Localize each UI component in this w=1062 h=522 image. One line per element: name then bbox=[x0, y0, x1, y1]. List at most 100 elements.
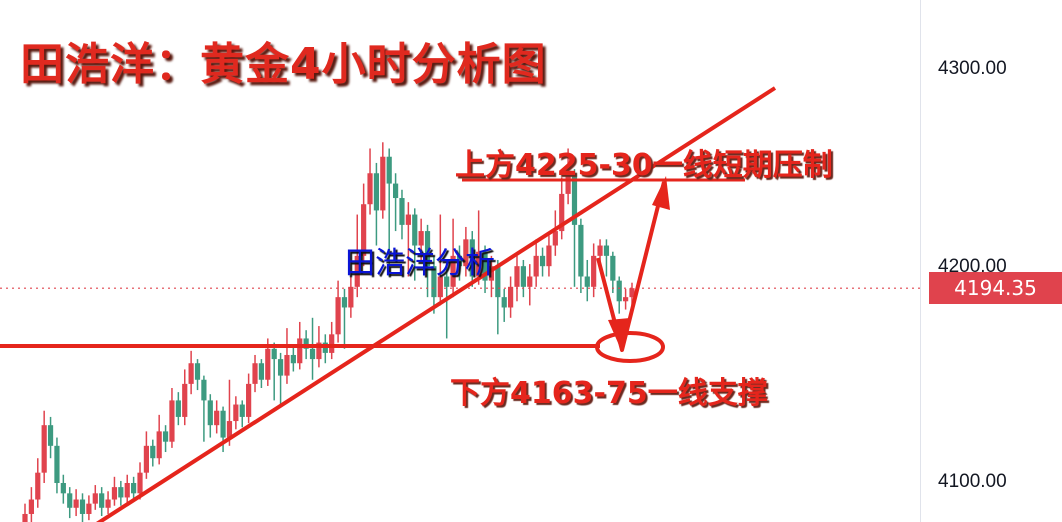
candle-body bbox=[367, 173, 373, 205]
y-tick-label: 4300.00 bbox=[938, 58, 1007, 79]
candle-body bbox=[182, 383, 188, 417]
candle-body bbox=[373, 173, 380, 211]
candle-body bbox=[552, 231, 558, 246]
candle-body bbox=[41, 425, 47, 473]
candle-body bbox=[456, 255, 463, 267]
candle-body bbox=[380, 156, 386, 211]
candle-body bbox=[207, 400, 213, 426]
candle-body bbox=[546, 245, 552, 267]
arrow-head-up bbox=[652, 176, 670, 210]
candle-body bbox=[623, 297, 629, 302]
price-axis-border bbox=[920, 0, 921, 522]
candle-body bbox=[335, 297, 341, 335]
chart-title: 田浩洋：黄金4小时分析图 bbox=[20, 39, 547, 90]
candle-body bbox=[137, 472, 143, 494]
candle-body bbox=[284, 354, 290, 376]
candle-body bbox=[118, 487, 124, 498]
candle-body bbox=[578, 224, 584, 277]
candle-body bbox=[47, 425, 54, 446]
candle-body bbox=[316, 342, 322, 360]
candle-body bbox=[297, 338, 303, 364]
candle-body bbox=[597, 245, 603, 256]
candle-body bbox=[201, 379, 207, 401]
candle-body bbox=[329, 334, 335, 353]
candle-body bbox=[508, 286, 514, 308]
candle-body bbox=[463, 239, 469, 267]
candle-body bbox=[124, 483, 130, 498]
candle-body bbox=[73, 499, 79, 508]
candle-body bbox=[437, 276, 443, 298]
candle-body bbox=[22, 513, 28, 522]
candle-body bbox=[258, 363, 265, 380]
candle-body bbox=[150, 445, 156, 459]
trend-line bbox=[95, 86, 777, 522]
support-circle bbox=[595, 331, 665, 363]
candle-body bbox=[559, 193, 565, 232]
candle-body bbox=[520, 266, 526, 287]
brand-annotation: 田浩洋分析 bbox=[345, 246, 495, 281]
candle-body bbox=[233, 404, 239, 422]
candle-body bbox=[488, 266, 495, 281]
y-tick-label: 4200.00 bbox=[938, 256, 1007, 277]
candle-body bbox=[156, 431, 162, 459]
candle-body bbox=[431, 266, 437, 298]
y-tick-label: 4100.00 bbox=[938, 471, 1007, 492]
candle-body bbox=[246, 383, 252, 417]
candle-body bbox=[399, 198, 405, 225]
candle-body bbox=[386, 156, 392, 184]
candle-body bbox=[92, 493, 98, 504]
candle-body bbox=[99, 493, 105, 508]
candle-body bbox=[424, 231, 431, 267]
candle-body bbox=[226, 421, 233, 438]
candle-body bbox=[571, 173, 578, 225]
candle-body bbox=[354, 255, 360, 287]
candle-body bbox=[392, 183, 399, 199]
candle-body bbox=[86, 503, 92, 514]
candle-body bbox=[175, 400, 181, 417]
candle-body bbox=[341, 297, 348, 308]
candle-body bbox=[79, 499, 86, 514]
candle-body bbox=[265, 348, 271, 380]
candle-body bbox=[501, 297, 507, 308]
candle-body bbox=[35, 472, 41, 500]
candle-body bbox=[252, 363, 258, 384]
last-price-label: 4194.35 bbox=[929, 272, 1062, 304]
candle-body bbox=[67, 493, 73, 508]
candle-body bbox=[444, 276, 450, 287]
resistance-annotation: 上方4225-30一线短期压制 bbox=[455, 148, 833, 183]
candle-body bbox=[348, 286, 354, 308]
candle-body bbox=[54, 445, 60, 483]
candle-body bbox=[309, 348, 316, 360]
candle-body bbox=[60, 483, 66, 494]
candle-body bbox=[412, 214, 418, 246]
candle-body bbox=[105, 499, 111, 508]
candle-body bbox=[482, 251, 488, 281]
candle-body bbox=[303, 338, 309, 349]
candle-body bbox=[610, 255, 616, 281]
candle-body bbox=[271, 348, 277, 360]
projection-arrow bbox=[596, 181, 666, 352]
candle-body bbox=[277, 359, 284, 376]
candle-body bbox=[405, 214, 411, 225]
candle-body bbox=[476, 251, 482, 277]
candle-body bbox=[111, 487, 118, 500]
candle-body bbox=[162, 431, 169, 442]
candle-body bbox=[194, 363, 201, 380]
candle-body bbox=[527, 276, 533, 287]
candle-body bbox=[220, 410, 226, 438]
candle-body bbox=[188, 363, 194, 384]
candle-body bbox=[290, 354, 296, 364]
candle-body bbox=[469, 239, 475, 277]
candle-body bbox=[239, 404, 245, 417]
candle-body bbox=[214, 410, 220, 426]
candle-body bbox=[131, 483, 137, 494]
candle-body bbox=[495, 266, 501, 298]
arrow-head-down bbox=[608, 318, 630, 352]
candle-body bbox=[591, 255, 597, 287]
candle-body bbox=[616, 280, 622, 302]
candle-body bbox=[143, 445, 149, 473]
candle-body bbox=[629, 288, 635, 298]
candle-body bbox=[533, 255, 539, 277]
